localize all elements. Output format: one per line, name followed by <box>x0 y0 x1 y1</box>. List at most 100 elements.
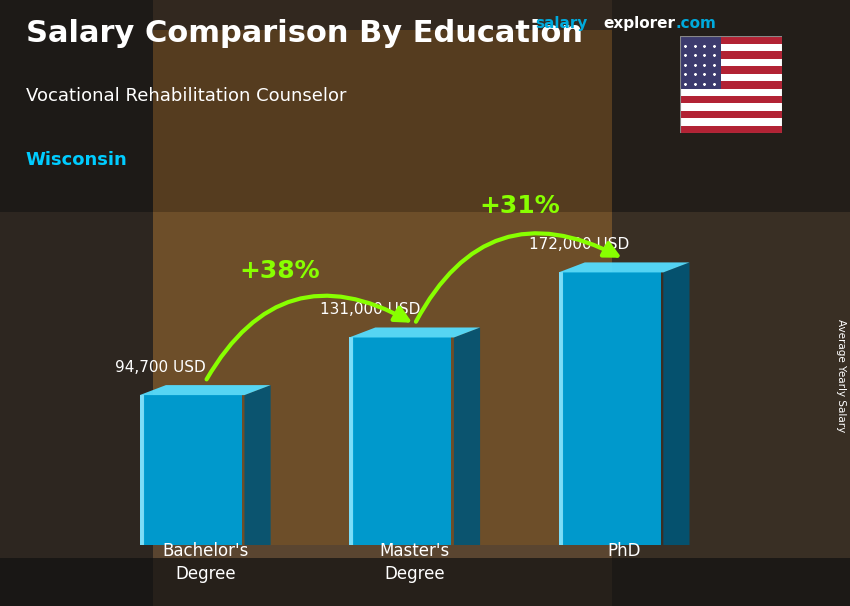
Polygon shape <box>354 338 439 545</box>
Polygon shape <box>564 273 648 545</box>
Polygon shape <box>143 395 163 545</box>
Polygon shape <box>144 395 213 545</box>
Polygon shape <box>354 338 425 545</box>
Text: Bachelor's
Degree: Bachelor's Degree <box>162 542 248 582</box>
Polygon shape <box>354 338 420 545</box>
Polygon shape <box>562 273 587 545</box>
Polygon shape <box>562 273 598 545</box>
Polygon shape <box>144 395 239 545</box>
Polygon shape <box>143 395 150 545</box>
Polygon shape <box>144 395 202 545</box>
Polygon shape <box>354 338 410 545</box>
Polygon shape <box>144 395 200 545</box>
Polygon shape <box>564 273 660 545</box>
Polygon shape <box>558 262 689 273</box>
Bar <box>612 0 850 606</box>
Polygon shape <box>564 273 653 545</box>
Bar <box>680 36 782 44</box>
Text: +31%: +31% <box>479 194 559 218</box>
Polygon shape <box>354 338 433 545</box>
Polygon shape <box>144 395 211 545</box>
Text: salary: salary <box>536 16 588 30</box>
Polygon shape <box>353 338 404 545</box>
Polygon shape <box>563 273 604 545</box>
Text: Wisconsin: Wisconsin <box>26 152 128 169</box>
Polygon shape <box>562 273 580 545</box>
Text: PhD: PhD <box>607 542 641 561</box>
Polygon shape <box>245 385 270 545</box>
Polygon shape <box>563 273 626 545</box>
Polygon shape <box>564 273 650 545</box>
Polygon shape <box>563 273 611 545</box>
Polygon shape <box>144 395 242 545</box>
Text: Vocational Rehabilitation Counselor: Vocational Rehabilitation Counselor <box>26 87 346 105</box>
Polygon shape <box>353 338 373 545</box>
Polygon shape <box>139 395 142 545</box>
Polygon shape <box>352 338 360 545</box>
Polygon shape <box>353 338 401 545</box>
Text: Master's
Degree: Master's Degree <box>379 542 450 582</box>
Text: 172,000 USD: 172,000 USD <box>530 238 630 253</box>
Polygon shape <box>354 338 407 545</box>
Polygon shape <box>562 273 590 545</box>
Polygon shape <box>354 338 430 545</box>
Polygon shape <box>144 395 216 545</box>
Polygon shape <box>564 273 655 545</box>
Polygon shape <box>143 395 148 545</box>
Polygon shape <box>564 273 658 545</box>
Text: 94,700 USD: 94,700 USD <box>116 360 206 375</box>
Polygon shape <box>354 338 435 545</box>
Polygon shape <box>143 395 158 545</box>
Bar <box>680 52 782 59</box>
Polygon shape <box>562 273 595 545</box>
Polygon shape <box>354 338 446 545</box>
Text: explorer: explorer <box>604 16 676 30</box>
Bar <box>0 558 850 606</box>
Bar <box>680 81 782 88</box>
Polygon shape <box>563 273 614 545</box>
Polygon shape <box>144 395 197 545</box>
Polygon shape <box>354 338 428 545</box>
Polygon shape <box>144 395 231 545</box>
Polygon shape <box>144 395 205 545</box>
Bar <box>680 96 782 104</box>
Polygon shape <box>143 395 173 545</box>
Polygon shape <box>353 338 378 545</box>
Polygon shape <box>562 273 572 545</box>
Text: Average Yearly Salary: Average Yearly Salary <box>836 319 846 432</box>
Polygon shape <box>352 338 354 545</box>
Polygon shape <box>558 273 561 545</box>
Polygon shape <box>354 338 417 545</box>
Polygon shape <box>563 273 600 545</box>
Polygon shape <box>349 338 352 545</box>
Polygon shape <box>353 338 383 545</box>
Polygon shape <box>352 338 357 545</box>
Polygon shape <box>563 273 629 545</box>
Polygon shape <box>564 273 643 545</box>
Bar <box>680 111 782 118</box>
Text: .com: .com <box>676 16 717 30</box>
Bar <box>0 0 153 606</box>
Polygon shape <box>558 273 563 545</box>
Polygon shape <box>564 273 635 545</box>
Polygon shape <box>353 338 394 545</box>
Polygon shape <box>144 395 190 545</box>
Polygon shape <box>144 395 184 545</box>
Polygon shape <box>353 338 386 545</box>
Polygon shape <box>144 395 192 545</box>
Polygon shape <box>354 338 422 545</box>
Polygon shape <box>563 273 624 545</box>
Polygon shape <box>352 338 365 545</box>
Polygon shape <box>143 395 171 545</box>
Polygon shape <box>562 273 570 545</box>
Text: +38%: +38% <box>240 259 320 283</box>
Bar <box>680 44 782 52</box>
Bar <box>680 126 782 133</box>
Polygon shape <box>563 273 619 545</box>
Bar <box>680 118 782 126</box>
Polygon shape <box>352 338 370 545</box>
Polygon shape <box>353 338 376 545</box>
Bar <box>680 36 721 88</box>
Polygon shape <box>353 338 381 545</box>
Polygon shape <box>144 395 218 545</box>
